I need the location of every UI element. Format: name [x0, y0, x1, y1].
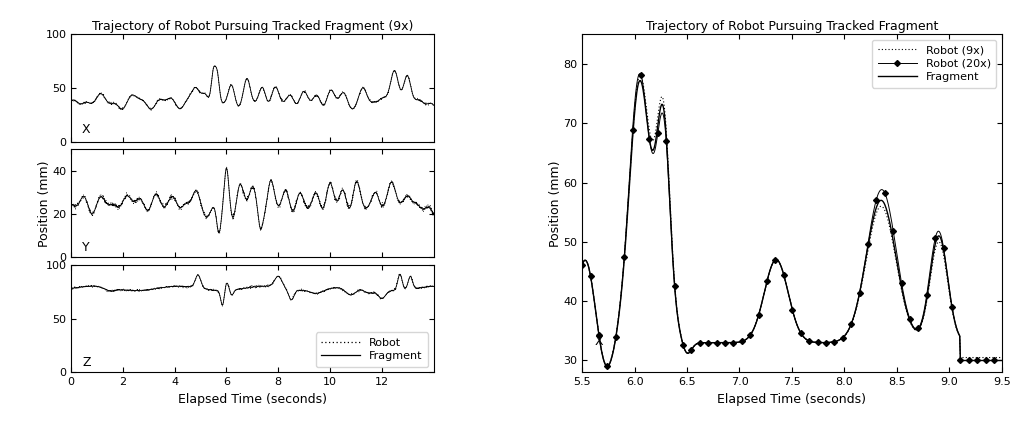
X-axis label: Elapsed Time (seconds): Elapsed Time (seconds) [717, 393, 866, 406]
Title: Trajectory of Robot Pursuing Tracked Fragment (9x): Trajectory of Robot Pursuing Tracked Fra… [92, 20, 413, 33]
Fragment [767, 259, 779, 265]
Fragment [635, 78, 647, 83]
Line: Fragment: Fragment [582, 80, 1002, 366]
Robot (20x) [652, 131, 664, 136]
Fragment [601, 364, 613, 369]
Robot (9x) [857, 271, 870, 276]
Fragment [576, 262, 588, 268]
Robot (9x) [685, 347, 698, 352]
Robot (20x) [576, 262, 588, 268]
Robot [217, 303, 229, 309]
Robot (20x) [857, 267, 870, 272]
Text: X: X [82, 123, 91, 136]
Robot [417, 285, 429, 291]
Robot (20x) [685, 347, 698, 352]
Robot [417, 285, 429, 290]
Robot (9x) [893, 276, 905, 282]
Text: Z: Z [82, 356, 91, 369]
Fragment [996, 358, 1008, 363]
Robot [83, 283, 96, 288]
Fragment [417, 285, 429, 290]
Fragment [394, 272, 406, 277]
Fragment [232, 287, 244, 292]
Line: Robot: Robot [71, 274, 433, 306]
Robot [394, 271, 406, 276]
Robot (9x) [635, 73, 647, 78]
Text: Y: Y [82, 241, 89, 254]
Fragment [83, 284, 96, 289]
Fragment [217, 303, 229, 308]
Line: Robot (20x): Robot (20x) [580, 71, 1004, 369]
Robot [427, 284, 439, 289]
Fragment [857, 268, 870, 273]
Line: Fragment: Fragment [71, 274, 433, 305]
Robot (9x) [767, 259, 779, 265]
Legend: Robot, Fragment: Robot, Fragment [315, 333, 428, 367]
Robot (9x) [576, 262, 588, 268]
Fragment [427, 284, 439, 289]
Fragment [65, 286, 77, 291]
Robot (20x) [893, 268, 905, 273]
Fragment [685, 347, 698, 352]
Robot [232, 286, 244, 291]
Fragment [652, 123, 664, 128]
Robot [241, 286, 253, 291]
Legend: Robot (9x), Robot (20x), Fragment: Robot (9x), Robot (20x), Fragment [873, 40, 997, 88]
Robot [351, 290, 363, 295]
X-axis label: Elapsed Time (seconds): Elapsed Time (seconds) [178, 393, 326, 406]
Y-axis label: Position (mm): Position (mm) [38, 160, 51, 247]
Robot (20x) [601, 364, 613, 369]
Text: X: X [595, 335, 603, 348]
Fragment [893, 274, 905, 279]
Title: Trajectory of Robot Pursuing Tracked Fragment: Trajectory of Robot Pursuing Tracked Fra… [646, 20, 938, 33]
Robot (9x) [652, 114, 664, 119]
Robot (20x) [634, 71, 646, 76]
Robot (9x) [601, 363, 613, 368]
Robot (9x) [825, 340, 837, 345]
Robot (20x) [825, 340, 837, 345]
Robot (9x) [996, 355, 1008, 360]
Robot [65, 286, 77, 291]
Y-axis label: Position (mm): Position (mm) [549, 160, 561, 247]
Robot (20x) [996, 358, 1008, 363]
Fragment [351, 289, 363, 294]
Fragment [825, 340, 837, 345]
Fragment [241, 285, 253, 290]
Fragment [417, 285, 429, 290]
Robot (20x) [767, 259, 779, 265]
Line: Robot (9x): Robot (9x) [582, 75, 1002, 366]
